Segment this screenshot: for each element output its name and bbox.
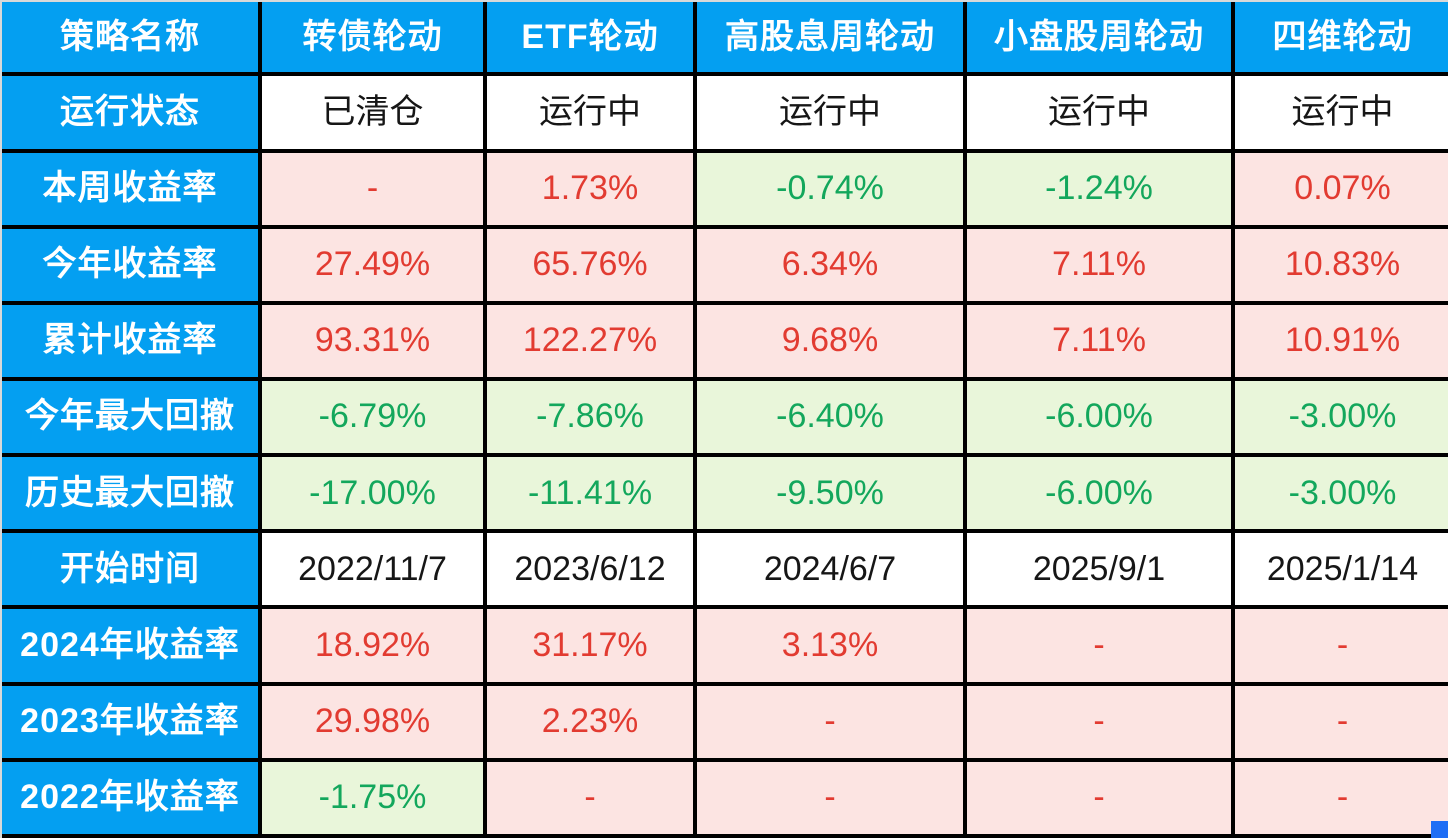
data-cell[interactable]: -3.00% (1231, 377, 1448, 458)
data-cell[interactable]: -7.86% (483, 377, 697, 458)
data-cell[interactable]: - (1231, 605, 1448, 686)
data-cell[interactable]: 运行中 (483, 72, 697, 153)
data-cell[interactable]: -17.00% (258, 453, 487, 534)
data-cell[interactable]: -1.75% (258, 757, 487, 838)
row-label-ytd-return[interactable]: 今年收益率 (2, 224, 262, 305)
data-cell[interactable]: - (963, 605, 1235, 686)
data-cell[interactable]: 31.17% (483, 605, 697, 686)
table-row-ytd-return: 今年收益率 27.49% 65.76% 6.34% 7.11% 10.83% (2, 224, 1448, 305)
col-header-four-dimension-rotation[interactable]: 四维轮动 (1231, 2, 1448, 77)
data-cell[interactable]: 29.98% (258, 681, 487, 762)
col-header-small-cap-weekly-rotation[interactable]: 小盘股周轮动 (963, 2, 1235, 77)
data-cell[interactable]: 1.73% (483, 148, 697, 229)
data-cell[interactable]: 已清仓 (258, 72, 487, 153)
data-cell[interactable]: - (963, 681, 1235, 762)
col-header-convertible-bond-rotation[interactable]: 转债轮动 (258, 2, 487, 77)
row-label-2022-return[interactable]: 2022年收益率 (2, 757, 262, 838)
data-cell[interactable]: 93.31% (258, 300, 487, 382)
data-cell[interactable]: 65.76% (483, 224, 697, 305)
table-row-status: 运行状态 已清仓 运行中 运行中 运行中 运行中 (2, 72, 1448, 153)
row-label-ytd-max-drawdown[interactable]: 今年最大回撤 (2, 377, 262, 458)
data-cell[interactable]: - (693, 757, 967, 838)
data-cell[interactable]: 10.91% (1231, 300, 1448, 382)
row-label-start-date[interactable]: 开始时间 (2, 529, 262, 610)
data-cell[interactable]: -0.74% (693, 148, 967, 229)
data-cell[interactable]: -6.79% (258, 377, 487, 458)
row-label-2024-return[interactable]: 2024年收益率 (2, 605, 262, 686)
data-cell[interactable]: 运行中 (1231, 72, 1448, 153)
data-cell[interactable]: -9.50% (693, 453, 967, 534)
row-label-history-max-drawdown[interactable]: 历史最大回撤 (2, 453, 262, 534)
data-cell[interactable]: 10.83% (1231, 224, 1448, 305)
data-cell[interactable]: -11.41% (483, 453, 697, 534)
data-cell[interactable]: -6.00% (963, 377, 1235, 458)
data-cell[interactable]: -6.40% (693, 377, 967, 458)
data-cell[interactable]: 2025/9/1 (963, 529, 1235, 610)
table-row-history-max-drawdown: 历史最大回撤 -17.00% -11.41% -9.50% -6.00% -3.… (2, 453, 1448, 534)
table-row-2023-return: 2023年收益率 29.98% 2.23% - - - (2, 681, 1448, 762)
col-header-etf-rotation[interactable]: ETF轮动 (483, 2, 697, 77)
data-cell[interactable]: 2.23% (483, 681, 697, 762)
data-cell[interactable]: 运行中 (963, 72, 1235, 153)
data-cell[interactable]: 3.13% (693, 605, 967, 686)
data-cell[interactable]: - (963, 757, 1235, 838)
table-row-2024-return: 2024年收益率 18.92% 31.17% 3.13% - - (2, 605, 1448, 686)
data-cell[interactable]: -6.00% (963, 453, 1235, 534)
data-cell[interactable]: - (483, 757, 697, 838)
table-row-2022-return: 2022年收益率 -1.75% - - - - (2, 757, 1448, 838)
data-cell[interactable]: 18.92% (258, 605, 487, 686)
data-cell[interactable]: -3.00% (1231, 453, 1448, 534)
data-cell[interactable]: 27.49% (258, 224, 487, 305)
table-row-start-date: 开始时间 2022/11/7 2023/6/12 2024/6/7 2025/9… (2, 529, 1448, 610)
table-row-cumulative-return: 累计收益率 93.31% 122.27% 9.68% 7.11% 10.91% (2, 300, 1448, 382)
data-cell[interactable]: 2025/1/14 (1231, 529, 1448, 610)
table-row-week-return: 本周收益率 - 1.73% -0.74% -1.24% 0.07% (2, 148, 1448, 229)
data-cell[interactable]: - (258, 148, 487, 229)
data-cell[interactable]: 0.07% (1231, 148, 1448, 229)
row-label-run-status[interactable]: 运行状态 (2, 72, 262, 153)
table-row-ytd-max-drawdown: 今年最大回撤 -6.79% -7.86% -6.40% -6.00% -3.00… (2, 377, 1448, 458)
data-cell[interactable]: - (1231, 757, 1448, 838)
data-cell[interactable]: 122.27% (483, 300, 697, 382)
data-cell[interactable]: 7.11% (963, 300, 1235, 382)
data-cell[interactable]: 运行中 (693, 72, 967, 153)
data-cell[interactable]: 2023/6/12 (483, 529, 697, 610)
row-label-week-return[interactable]: 本周收益率 (2, 148, 262, 229)
row-label-2023-return[interactable]: 2023年收益率 (2, 681, 262, 762)
data-cell[interactable]: 2024/6/7 (693, 529, 967, 610)
data-cell[interactable]: -1.24% (963, 148, 1235, 229)
selection-fill-handle[interactable] (1431, 821, 1448, 838)
corner-header-strategy-name[interactable]: 策略名称 (2, 2, 262, 77)
data-cell[interactable]: 2022/11/7 (258, 529, 487, 610)
data-cell[interactable]: - (693, 681, 967, 762)
col-header-high-dividend-weekly-rotation[interactable]: 高股息周轮动 (693, 2, 967, 77)
data-cell[interactable]: 9.68% (693, 300, 967, 382)
data-cell[interactable]: 7.11% (963, 224, 1235, 305)
data-cell[interactable]: 6.34% (693, 224, 967, 305)
table-row-header: 策略名称 转债轮动 ETF轮动 高股息周轮动 小盘股周轮动 四维轮动 (2, 2, 1448, 77)
data-cell[interactable]: - (1231, 681, 1448, 762)
row-label-cumulative-return[interactable]: 累计收益率 (2, 300, 262, 382)
